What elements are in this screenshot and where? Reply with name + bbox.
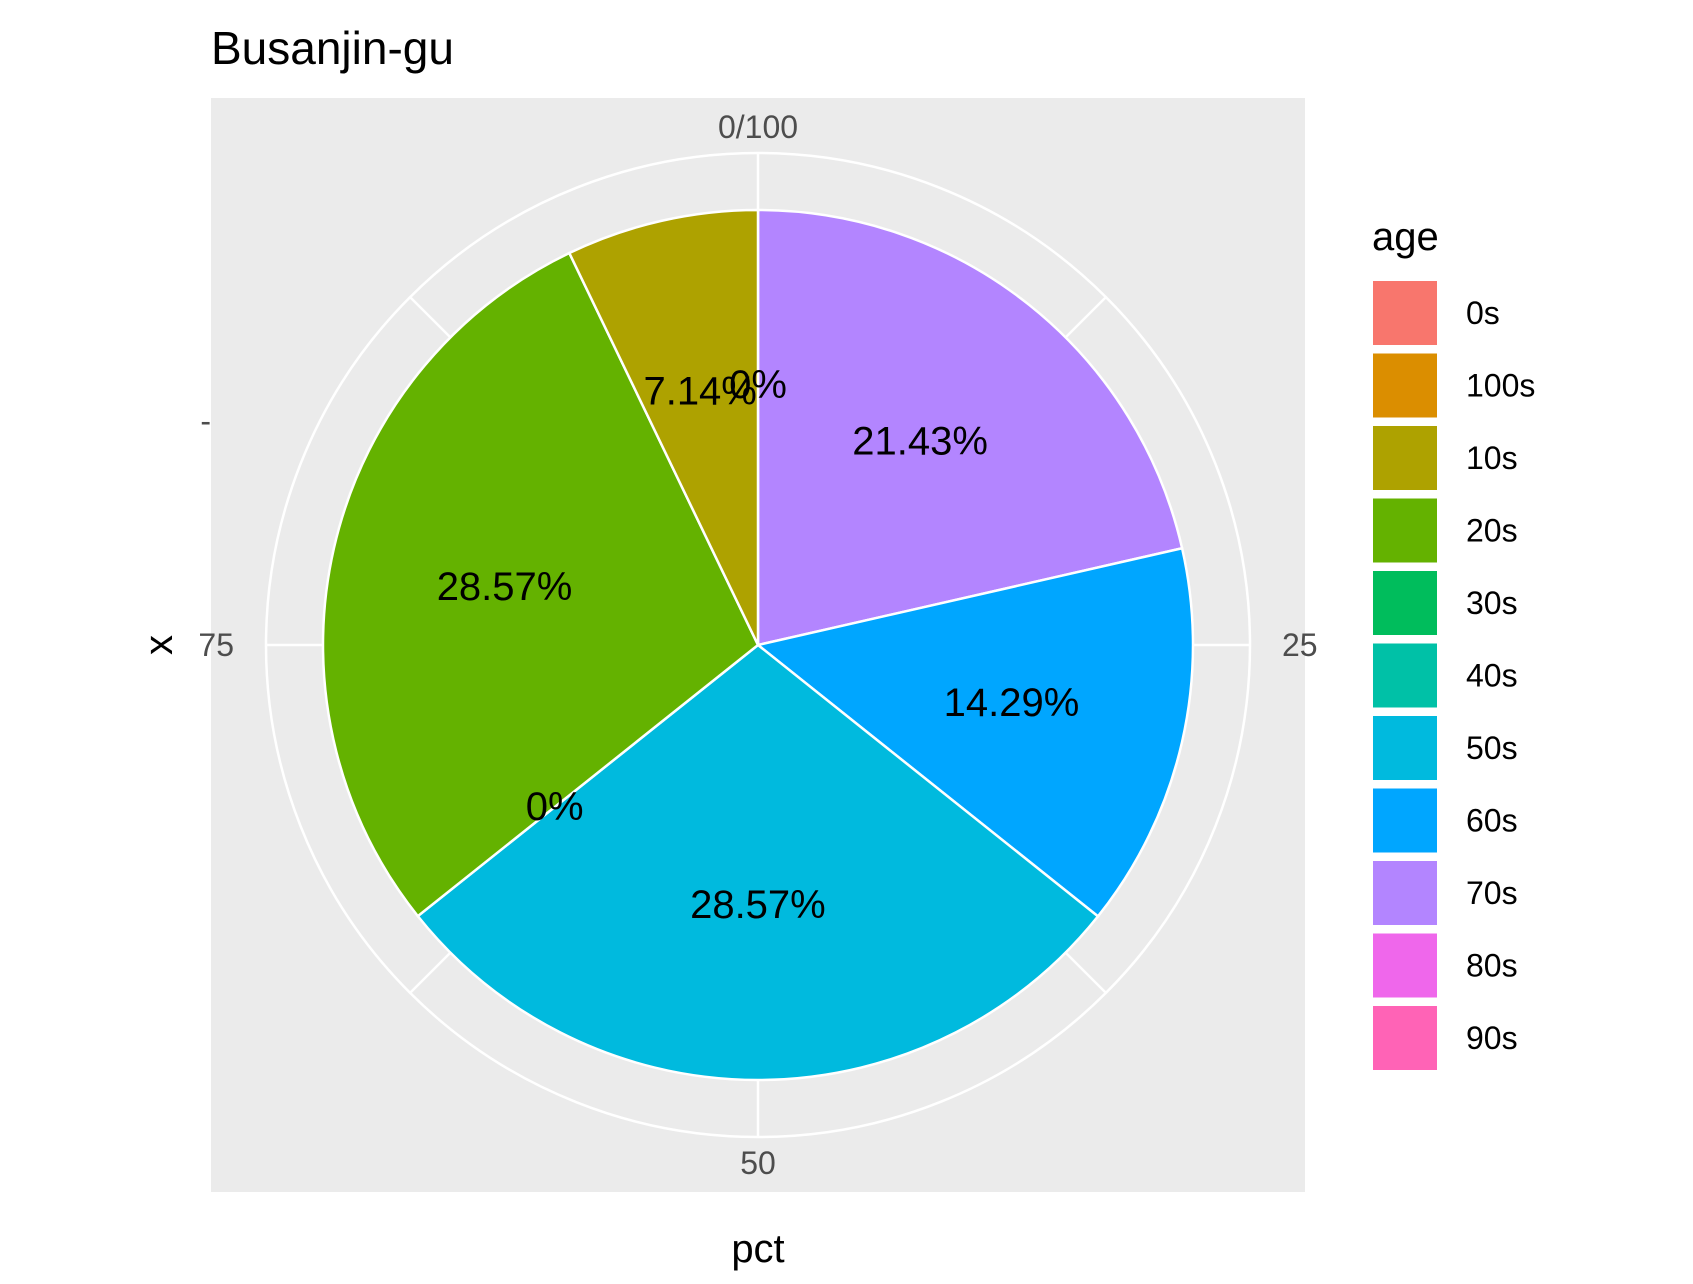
angular-tick-label: 50 [740,1145,776,1181]
legend-title: age [1372,215,1439,259]
grid-spoke [1064,296,1107,339]
slice-60s [755,546,1195,919]
data-label-90s: 0% [729,363,787,407]
chart-title: Busanjin-gu [211,22,454,74]
legend-key-30s [1371,569,1439,637]
x-axis-title: pct [731,1227,784,1271]
legend-label: 0s [1466,295,1500,331]
data-label-10s: 7.14% [643,370,756,414]
legend-label: 90s [1466,1020,1518,1056]
slice-50s [416,643,1100,1082]
grid-spoke [1064,951,1107,994]
legend-label: 70s [1466,875,1518,911]
legend-label: 80s [1466,948,1518,984]
legend-label: 20s [1466,513,1518,549]
slice-20s [321,251,760,918]
legend-key-0s [1371,279,1439,347]
legend-label: 30s [1466,585,1518,621]
data-label-70s: 21.43% [852,420,988,464]
data-label-30s: 0% [526,785,584,829]
legend-label: 50s [1466,730,1518,766]
grid-spoke [409,951,452,994]
legend: 0s 100s 10s 20s 30s 40s 50s 60s 70s 80s 90s [1371,279,1535,1072]
angular-tick-label: 0/100 [718,109,798,145]
y-tick-label: - [200,403,211,439]
data-label-50s: 28.57% [690,883,826,927]
legend-key-90s [1371,1004,1439,1072]
y-axis-title: x [137,635,181,655]
grid-spoke [409,296,452,339]
legend-label: 40s [1466,658,1518,694]
legend-key-80s [1371,931,1439,1000]
slice-10s [567,208,760,646]
legend-key-50s [1371,714,1439,782]
legend-key-40s [1371,641,1439,710]
data-label-60s: 14.29% [944,681,1080,725]
legend-key-60s [1371,786,1439,855]
legend-key-10s [1371,424,1439,492]
angular-tick-label: 25 [1282,627,1318,663]
angular-tick-label: 75 [198,627,234,663]
legend-key-100s [1371,351,1439,420]
pie-slices [321,208,1195,1082]
polar-grid [264,151,1252,1139]
slice-70s [756,208,1184,647]
angular-ticks: 0/100 25 50 75 [198,109,1317,1181]
legend-label: 60s [1466,803,1518,839]
legend-key-70s [1371,859,1439,927]
legend-key-20s [1371,496,1439,565]
data-labels: 0% 21.43% 14.29% 28.57% 0% 28.57% 7.14% [437,363,1080,927]
data-label-20s: 28.57% [437,565,573,609]
legend-label: 100s [1466,368,1535,404]
legend-label: 10s [1466,440,1518,476]
